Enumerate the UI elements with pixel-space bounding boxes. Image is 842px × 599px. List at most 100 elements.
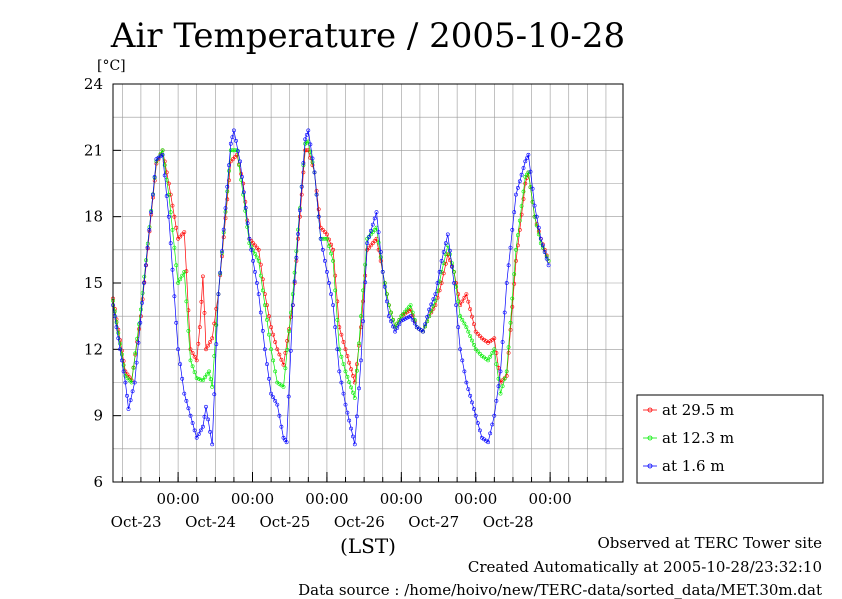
series-point xyxy=(441,250,446,254)
series-point xyxy=(208,340,213,344)
series-point xyxy=(464,325,469,330)
series-point xyxy=(447,248,452,253)
series-point xyxy=(312,170,317,175)
series-point xyxy=(343,347,348,352)
series-point xyxy=(433,292,438,297)
series-point xyxy=(316,207,321,212)
series-point xyxy=(473,347,478,352)
series-point xyxy=(477,334,482,339)
series-point xyxy=(399,314,404,319)
x-day-label: Oct-28 xyxy=(483,513,534,531)
series-point xyxy=(318,225,323,230)
series-point xyxy=(470,338,474,343)
series-point xyxy=(492,413,497,418)
footer-source: Data source : /home/hoivo/new/TERC-data/… xyxy=(298,581,822,599)
series-point xyxy=(403,309,407,314)
x-time-label: 00:00 xyxy=(529,490,572,508)
series-point xyxy=(162,173,167,178)
series-point xyxy=(492,336,497,341)
series-point xyxy=(456,292,461,297)
series-point xyxy=(393,329,398,334)
series-point xyxy=(530,186,535,191)
series-point xyxy=(498,391,503,396)
series-point xyxy=(275,347,280,352)
series-point xyxy=(223,216,228,221)
series-point xyxy=(271,395,276,400)
series-point xyxy=(223,206,228,211)
series-point xyxy=(361,319,366,324)
series-point xyxy=(316,214,321,219)
series-point xyxy=(477,428,482,433)
series-point xyxy=(234,138,238,143)
series-point xyxy=(477,351,482,356)
series-point xyxy=(227,178,231,183)
series-point xyxy=(502,376,507,381)
series-point xyxy=(125,376,130,381)
series-point xyxy=(345,354,350,358)
series-point xyxy=(198,428,203,433)
series-point xyxy=(458,347,463,352)
series-point xyxy=(466,387,471,392)
series-point xyxy=(504,369,509,374)
series-point xyxy=(473,413,478,418)
series-point xyxy=(546,263,551,268)
series-point xyxy=(443,252,448,257)
series-point xyxy=(517,179,522,184)
series-point xyxy=(228,148,233,153)
series-point xyxy=(389,310,393,315)
series-point xyxy=(178,277,183,282)
series-point xyxy=(247,241,252,246)
series-point xyxy=(116,336,121,341)
series-point xyxy=(536,225,541,230)
series-point xyxy=(516,185,520,190)
series-point xyxy=(205,372,209,377)
series-point xyxy=(412,321,417,326)
series-point xyxy=(182,269,187,274)
series-point xyxy=(473,329,478,334)
series-point xyxy=(510,296,515,301)
series-point xyxy=(354,414,359,419)
y-tick-label: 15 xyxy=(84,274,103,292)
series-point xyxy=(401,312,406,316)
series-point xyxy=(121,369,126,374)
series-point xyxy=(320,247,325,252)
series-point xyxy=(168,210,173,215)
series-point xyxy=(521,166,526,170)
series-point xyxy=(454,303,459,308)
legend: at 29.5 m at 12.3 m at 1.6 m xyxy=(636,394,824,484)
series-point xyxy=(172,214,177,219)
series-point xyxy=(490,351,495,355)
series-point xyxy=(494,398,499,403)
series-point xyxy=(308,142,313,147)
series-point xyxy=(260,328,265,333)
series-point xyxy=(287,329,292,334)
series-point xyxy=(273,398,278,403)
series-point xyxy=(176,347,181,352)
series-point xyxy=(258,273,263,278)
series-point xyxy=(172,294,177,299)
series-point xyxy=(299,192,304,197)
series-point xyxy=(404,307,409,312)
series-point xyxy=(247,236,252,241)
series-point xyxy=(178,234,183,239)
series-point xyxy=(283,366,288,371)
series-point xyxy=(378,250,383,254)
series-point xyxy=(281,384,286,389)
series-point xyxy=(324,269,329,274)
x-day-label: Oct-26 xyxy=(334,513,385,531)
series-point xyxy=(279,424,284,429)
series-point xyxy=(152,174,157,179)
series-point xyxy=(126,407,131,411)
series-point xyxy=(269,325,274,330)
series-point xyxy=(170,203,175,208)
series-point xyxy=(265,362,269,367)
series-point xyxy=(389,319,393,324)
series-point xyxy=(329,251,334,256)
series-point xyxy=(170,267,175,272)
series-point xyxy=(538,236,543,241)
series-point xyxy=(199,299,204,304)
series-point xyxy=(363,280,368,285)
series-point xyxy=(349,367,354,372)
series-point xyxy=(329,292,334,297)
series-point xyxy=(303,137,308,142)
